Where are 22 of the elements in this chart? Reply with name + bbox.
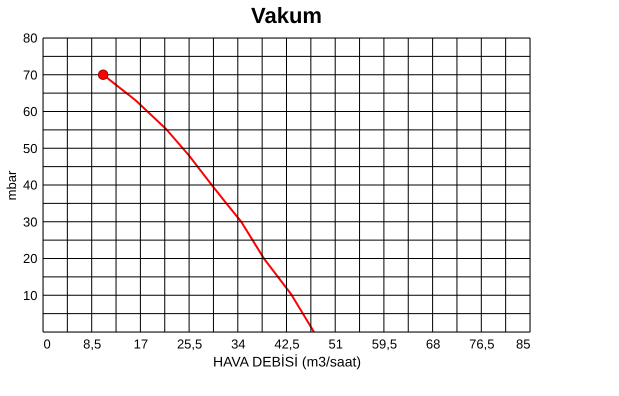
x-tick-label: 59,5	[372, 336, 398, 352]
x-tick-label: 42,5	[274, 336, 300, 352]
x-tick-label: 8,5	[83, 336, 102, 352]
y-tick-label: 30	[23, 214, 38, 230]
x-axis-title: HAVA DEBİSİ (m3/saat)	[212, 354, 362, 370]
y-tick-label: 10	[23, 288, 38, 303]
x-tick-label: 76,5	[469, 336, 494, 352]
x-tick-label: 25,5	[176, 336, 202, 352]
chart-title: Vakum	[251, 3, 322, 28]
x-tick-label: 68	[426, 336, 440, 352]
y-tick-label: 20	[23, 251, 38, 266]
y-tick-label: 70	[23, 67, 38, 82]
x-tick-label: 51	[328, 336, 343, 352]
y-axis-title: mbar	[4, 170, 20, 200]
x-tick-label: 85	[516, 336, 530, 352]
y-tick-label: 40	[23, 178, 38, 192]
y-tick-label: 50	[23, 140, 38, 156]
x-tick-label: 17	[134, 336, 148, 352]
y-tick-label: 60	[23, 104, 38, 119]
x-tick-label: 0	[44, 336, 51, 352]
x-tick-label: 34	[231, 336, 246, 352]
y-tick-label: 80	[23, 30, 38, 46]
